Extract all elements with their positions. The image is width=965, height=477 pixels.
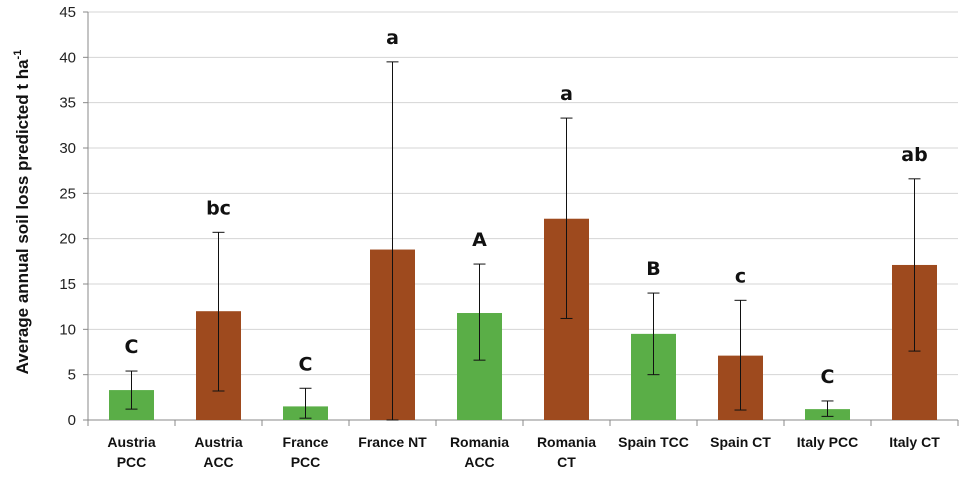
y-axis-title-superscript: -1 — [12, 50, 24, 60]
significance-letter: C — [299, 353, 313, 375]
y-tick-label: 20 — [59, 231, 76, 248]
y-tick-label: 15 — [59, 276, 76, 293]
x-category-label: Italy PCC — [797, 434, 858, 450]
x-category-label-line: Spain CT — [710, 434, 771, 450]
y-axis-title-text: Average annual soil loss predicted t ha — [13, 59, 32, 374]
y-tick-label: 25 — [59, 185, 76, 202]
x-category-label-line: ACC — [203, 454, 233, 470]
significance-letter: a — [560, 83, 573, 105]
significance-letter: c — [735, 265, 746, 287]
x-category-label-line: France NT — [358, 434, 427, 450]
x-category-label-line: Romania — [450, 434, 509, 450]
significance-letter: C — [125, 336, 139, 358]
bars — [109, 218, 937, 420]
x-category-label-line: Romania — [537, 434, 596, 450]
x-category-label-line: Spain TCC — [618, 434, 689, 450]
significance-letter: A — [472, 229, 487, 251]
significance-letter: B — [646, 258, 660, 280]
x-category-label: Spain CT — [710, 434, 771, 450]
x-category-label: Italy CT — [889, 434, 940, 450]
significance-letter: bc — [206, 197, 231, 219]
x-category-label-line: Italy PCC — [797, 434, 858, 450]
x-category-label: France NT — [358, 434, 427, 450]
significance-letter: ab — [901, 144, 927, 166]
x-category-label-line: France — [283, 434, 329, 450]
labels: C Austria PCC bc Austria ACC C France PCC a France… — [107, 27, 940, 470]
x-category-label: Austria PCC — [107, 434, 155, 470]
y-tick-label: 35 — [59, 95, 76, 112]
x-category-label-line: PCC — [291, 454, 321, 470]
significance-letter: a — [386, 27, 399, 49]
x-category-label: Austria ACC — [194, 434, 242, 470]
y-tick-label: 40 — [59, 49, 76, 66]
x-category-label: Romania ACC — [450, 434, 509, 470]
significance-letter: C — [821, 366, 835, 388]
y-axis-title: Average annual soil loss predicted t ha-… — [12, 50, 32, 375]
x-category-label-line: Italy CT — [889, 434, 940, 450]
y-tick-label: 30 — [59, 140, 76, 157]
error-bars — [125, 61, 921, 421]
x-category-label-line: Austria — [194, 434, 242, 450]
y-tick-label: 45 — [59, 4, 76, 21]
x-category-label: Romania CT — [537, 434, 596, 470]
y-tick-label: 0 — [68, 412, 76, 429]
x-category-label-line: Austria — [107, 434, 155, 450]
x-category-label-line: CT — [557, 454, 576, 470]
x-category-label-line: ACC — [464, 454, 494, 470]
x-category-label: Spain TCC — [618, 434, 689, 450]
y-tick-label: 5 — [68, 367, 76, 384]
x-category-label-line: PCC — [117, 454, 147, 470]
y-tick-label: 10 — [59, 321, 76, 338]
x-category-label: France PCC — [283, 434, 329, 470]
